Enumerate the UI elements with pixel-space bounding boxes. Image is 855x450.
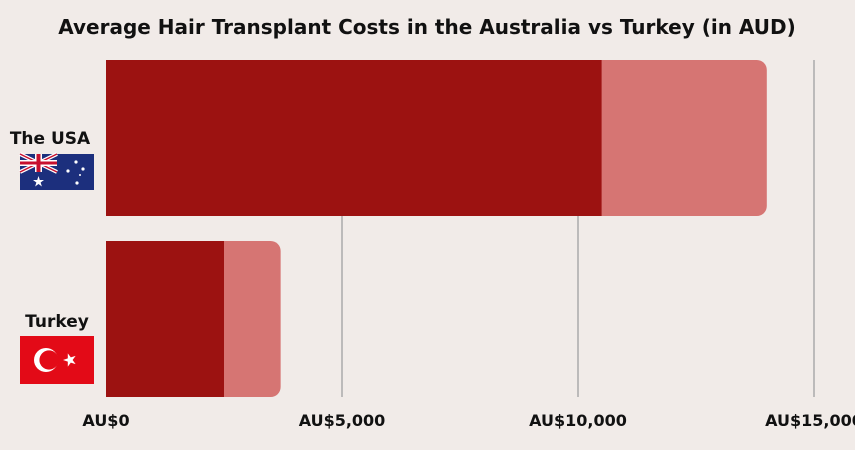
chart-title: Average Hair Transplant Costs in the Aus… [58,15,796,39]
bars [106,60,767,397]
x-tick-label: AU$15,000 [765,411,855,430]
x-tick-label: AU$0 [82,411,129,430]
x-tick-labels: AU$0 AU$5,000 AU$10,000 AU$15,000 [82,411,855,430]
category-label: The USA [10,129,91,149]
x-tick-label: AU$5,000 [299,411,386,430]
turkey-flag-icon [20,336,94,384]
australia-flag-icon [19,152,94,190]
bar-segment-primary [106,241,224,397]
bar-segment-primary [106,60,602,216]
category-label: Turkey [25,312,89,332]
x-tick-label: AU$10,000 [529,411,627,430]
